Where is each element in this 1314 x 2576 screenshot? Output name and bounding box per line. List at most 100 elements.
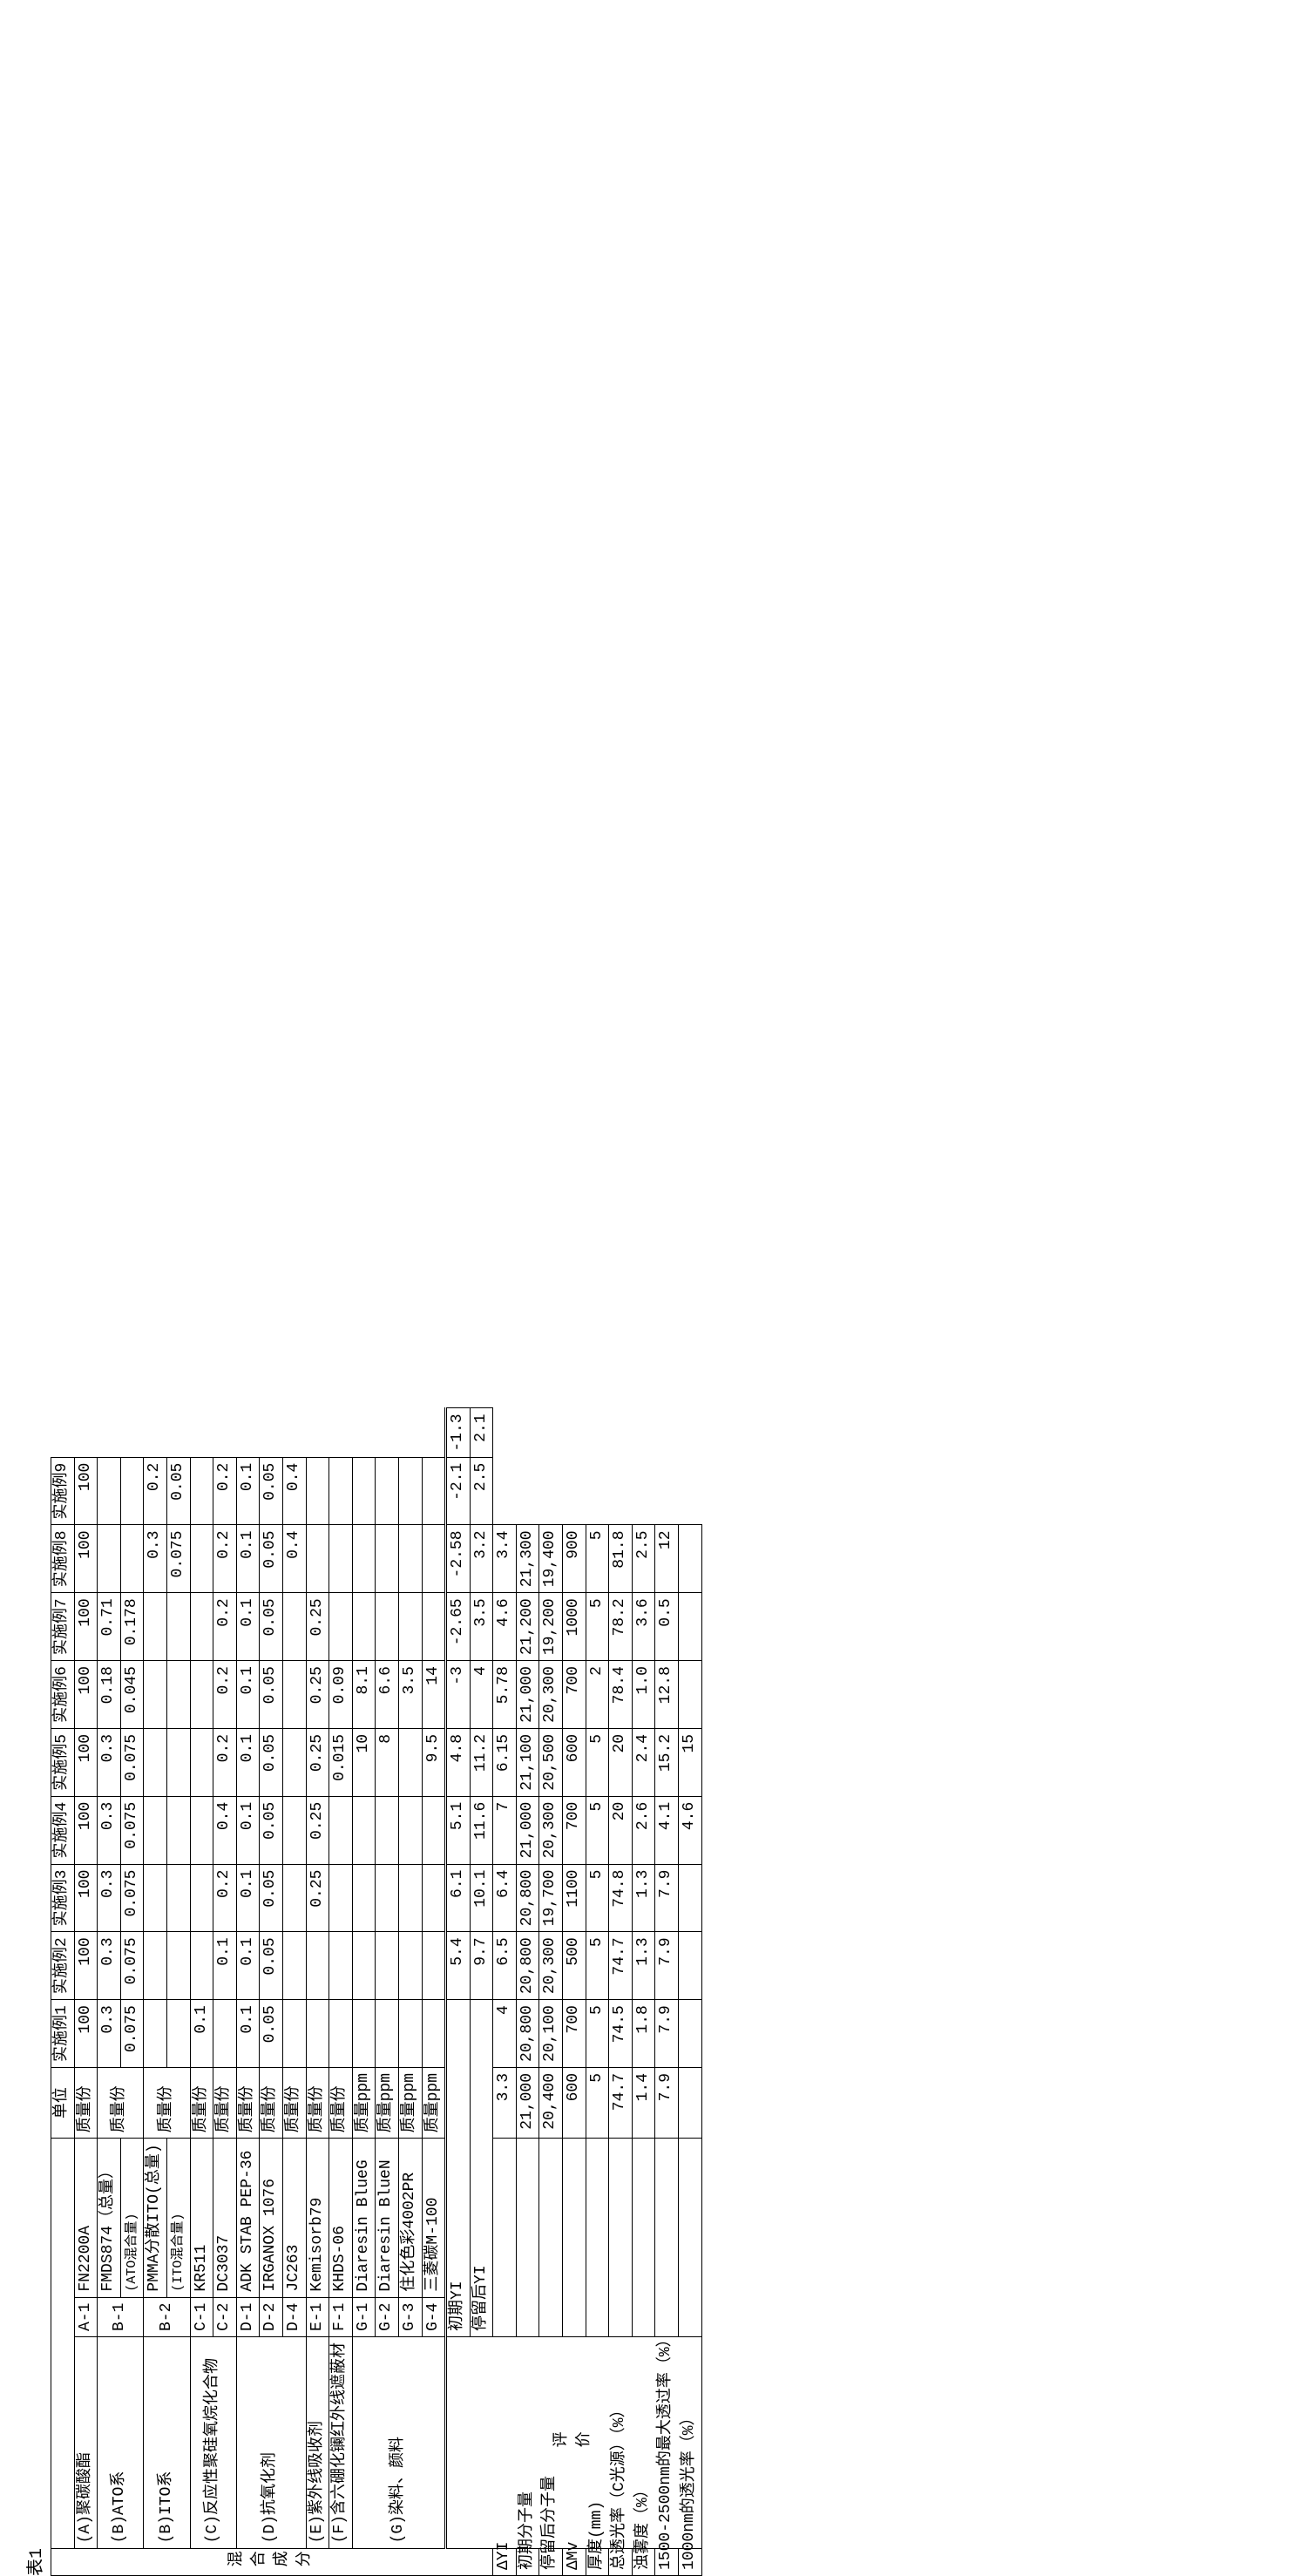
cat-b-ito: (B)ITO系 (144, 2337, 190, 2549)
code: C-1 (190, 2297, 213, 2336)
cell: 0.25 (306, 1593, 329, 1661)
cell: 4 (493, 2000, 517, 2068)
table-row: 1500-2500nm的最大透过率（%） 7.9 7.9 7.9 7.9 4.1… (655, 1408, 679, 2576)
cell (376, 1457, 399, 1525)
cell: 7 (493, 1796, 517, 1864)
cat-g: (G)染料、颜料 (352, 2337, 445, 2549)
cell: 0.2 (213, 1728, 237, 1796)
cell: 12 (655, 1525, 679, 1593)
cell: 0.05 (260, 1864, 283, 1932)
data-table: 混合成分 单位 实施例1 实施例2 实施例3 实施例4 实施例5 实施例6 实施… (51, 1407, 702, 2576)
cell: 0.015 (329, 1728, 353, 1796)
cell: 0.2 (213, 1525, 237, 1593)
cell: 0.3 (98, 1796, 121, 1864)
unit: 质量份 (329, 2067, 353, 2138)
cell: 78.4 (609, 1661, 633, 1729)
cell (329, 1457, 353, 1525)
cell: 20 (609, 1796, 633, 1864)
cell: 6.4 (493, 1864, 517, 1932)
cell (352, 1796, 376, 1864)
cell: 0.05 (260, 1932, 283, 2000)
cell: 0.178 (120, 1593, 144, 1661)
cell: 0.1 (236, 1728, 260, 1796)
cell (679, 1864, 702, 1932)
cell: 0.25 (306, 1864, 329, 1932)
cell: 5 (586, 1728, 609, 1796)
cell (422, 1593, 446, 1661)
cell: 0.3 (144, 1525, 167, 1593)
cell: 0.1 (236, 1457, 260, 1525)
cell: 8 (376, 1728, 399, 1796)
cell: 1.4 (632, 2067, 655, 2138)
mix-section-label: 混合成分 (51, 2549, 493, 2576)
cell (376, 2000, 399, 2068)
cell: 7.9 (655, 1932, 679, 2000)
unit: 质量ppm (376, 2067, 399, 2138)
cell: 7.9 (655, 1864, 679, 1932)
cell: 0.09 (329, 1661, 353, 1729)
cell: 10 (352, 1728, 376, 1796)
name: FMDS874（总量） (98, 2139, 121, 2297)
cell: 3.5 (470, 1593, 493, 1661)
table-row: (G)染料、颜料 G-1 Diaresin BlueG 质量ppm 10 8.1 (352, 1408, 376, 2576)
unit: 质量份 (190, 2067, 213, 2138)
cell: 1.0 (632, 1661, 655, 1729)
cell: 100 (74, 1796, 98, 1864)
col-h-3: 实施例4 (51, 1796, 75, 1864)
cell (352, 1932, 376, 2000)
cell: 20,300 (539, 1932, 563, 2000)
name2: (ATO混合量) (120, 2139, 144, 2297)
cell (422, 1864, 446, 1932)
cell: 7.9 (655, 2067, 679, 2138)
cell (352, 1525, 376, 1593)
cell: 0.1 (236, 1932, 260, 2000)
cell (329, 1796, 353, 1864)
cell (422, 1457, 446, 1525)
code: D-2 (260, 2297, 283, 2336)
cell: 6.6 (376, 1661, 399, 1729)
cell (398, 1932, 422, 2000)
table-row: 总透光率（C光源）（%） 74.7 74.5 74.7 74.8 20 20 7… (609, 1408, 633, 2576)
cell: 0.5 (655, 1593, 679, 1661)
cell: 700 (563, 1796, 586, 1864)
code: D-1 (236, 2297, 260, 2336)
cell (422, 1525, 446, 1593)
cell: 2.6 (632, 1796, 655, 1864)
cell: 20,500 (539, 1728, 563, 1796)
cell: 1100 (563, 1864, 586, 1932)
cell (398, 2000, 422, 2068)
cell (213, 2000, 237, 2068)
cell: 81.8 (609, 1525, 633, 1593)
name: JC263 (282, 2139, 306, 2297)
cell: -2.1 (446, 1457, 471, 1525)
table-row: 浊雾度（%） 1.4 1.8 1.3 1.3 2.6 2.4 1.0 3.6 2… (632, 1408, 655, 2576)
cell: 0.075 (120, 1864, 144, 1932)
cell: 20,300 (539, 1661, 563, 1729)
code: D-4 (282, 2297, 306, 2336)
cell: 0.1 (236, 2000, 260, 2068)
cell (282, 1661, 306, 1729)
cell: 100 (74, 1728, 98, 1796)
cell (398, 1728, 422, 1796)
cell: 2.5 (470, 1457, 493, 1525)
cell: 21,000 (516, 1661, 539, 1729)
cell: 74.7 (609, 2067, 633, 2138)
cell: 100 (74, 1593, 98, 1661)
eval-label: 初期分子量 (516, 2139, 539, 2576)
code: C-2 (213, 2297, 237, 2336)
cell: 21,000 (516, 1796, 539, 1864)
cell: 500 (563, 1932, 586, 2000)
cell: 20,800 (516, 2000, 539, 2068)
cell (329, 1932, 353, 2000)
cell (306, 1525, 329, 1593)
cell (190, 1796, 213, 1864)
code: A-1 (74, 2297, 98, 2336)
cell (329, 1864, 353, 1932)
cell (282, 1932, 306, 2000)
cell (166, 1661, 190, 1729)
cat-f: (F)含六硼化镧红外线遮蔽材 (329, 2337, 353, 2549)
name: FN2200A (74, 2139, 98, 2297)
cell (144, 1796, 167, 1864)
cell: -3 (446, 1661, 471, 1729)
cell: 0.05 (260, 1593, 283, 1661)
